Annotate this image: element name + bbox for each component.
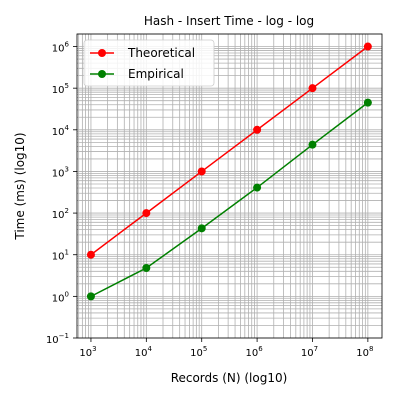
y-tick-label: 102	[52, 207, 69, 221]
data-point-empirical	[142, 263, 151, 272]
y-tick-label: 103	[52, 165, 69, 179]
x-axis: 103 104 105 106 107 108	[79, 338, 373, 359]
x-tick-label: 104	[135, 345, 153, 359]
legend-marker-theoretical	[98, 49, 106, 57]
data-point-theoretical	[253, 125, 262, 134]
plot-frame	[76, 33, 383, 339]
x-tick-label: 106	[245, 345, 263, 359]
series-line-empirical	[90, 102, 369, 298]
y-axis-label: Time (ms) (log10)	[13, 132, 27, 240]
legend-label-theoretical: Theoretical	[127, 46, 195, 60]
x-tick-label: 103	[79, 345, 96, 359]
legend: Theoretical Empirical	[83, 39, 215, 87]
y-tick-label: 10−1	[46, 332, 69, 346]
y-axis: 10−1 100 101 102 103 104 105 106	[46, 41, 77, 346]
data-point-theoretical	[308, 84, 317, 93]
data-point-empirical	[197, 224, 206, 233]
y-tick-label: 104	[52, 124, 70, 138]
data-point-theoretical	[197, 167, 206, 176]
legend-marker-empirical	[98, 70, 106, 78]
x-tick-label: 108	[356, 345, 373, 359]
y-tick-label: 101	[52, 249, 69, 263]
y-tick-label: 105	[52, 82, 69, 96]
data-point-empirical	[308, 140, 317, 149]
data-point-empirical	[86, 292, 95, 301]
y-tick-label: 100	[52, 290, 69, 304]
data-point-empirical	[363, 98, 372, 107]
legend-label-empirical: Empirical	[128, 67, 184, 81]
series-line-theoretical	[90, 45, 369, 256]
data-point-empirical	[253, 183, 262, 192]
x-axis-label: Records (N) (log10)	[171, 371, 288, 385]
data-point-theoretical	[86, 250, 95, 259]
x-tick-label: 105	[190, 345, 207, 359]
x-tick-label: 107	[301, 345, 318, 359]
y-tick-label: 106	[52, 41, 70, 55]
data-point-theoretical	[363, 42, 372, 51]
data-point-theoretical	[142, 209, 151, 218]
chart-title: Hash - Insert Time - log - log	[144, 14, 314, 28]
series-layer	[86, 42, 372, 301]
legend-box	[83, 39, 215, 87]
